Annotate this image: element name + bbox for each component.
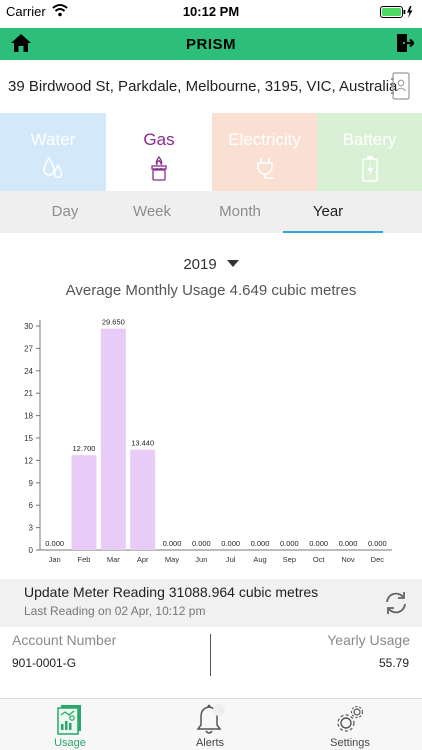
x-tick-label-nov: Nov: [341, 555, 355, 564]
tab-label: Alerts: [195, 737, 225, 749]
x-tick-label-may: May: [165, 555, 179, 564]
average-usage: Average Monthly Usage 4.649 cubic metres: [65, 282, 357, 299]
account-number: 901-0001-G: [12, 656, 77, 670]
utility-tab-battery[interactable]: Battery: [317, 113, 422, 191]
status-bar: Carrier 10:12 PM: [0, 0, 422, 24]
data-label-jul: 0.000: [221, 539, 240, 548]
home-icon[interactable]: [10, 33, 32, 58]
y-tick-label: 15: [24, 434, 33, 443]
x-tick-label-jul: Jul: [226, 555, 236, 564]
y-tick-label: 6: [29, 501, 34, 510]
tab-year[interactable]: Year: [273, 191, 383, 233]
x-tick-label-sep: Sep: [283, 555, 296, 564]
meter-reading-panel[interactable]: Update Meter Reading 31088.964 cubic met…: [0, 579, 422, 627]
data-label-jun: 0.000: [192, 539, 211, 548]
tab-alerts[interactable]: Alerts: [140, 699, 280, 750]
yearly-usage-label: Yearly Usage: [327, 632, 410, 648]
year-value: 2019: [183, 256, 217, 273]
y-tick-label: 0: [29, 546, 34, 555]
period-tabs: Day Week Month Year: [0, 191, 422, 233]
utility-tab-label: Water: [30, 130, 76, 149]
utility-tab-label: Battery: [342, 130, 397, 149]
x-tick-label-jun: Jun: [195, 555, 207, 564]
wifi-icon: [52, 3, 68, 20]
utility-tabs: Water Gas Electricity: [0, 113, 422, 191]
data-label-dec: 0.000: [368, 539, 387, 548]
y-tick-label: 27: [24, 344, 33, 353]
address-row[interactable]: 39 Birdwood St, Parkdale, Melbourne, 319…: [0, 60, 422, 112]
tab-month[interactable]: Month: [219, 203, 261, 220]
tab-day[interactable]: Day: [51, 203, 79, 220]
utility-tab-gas[interactable]: Gas: [106, 113, 212, 191]
property-address: 39 Birdwood St, Parkdale, Melbourne, 319…: [8, 78, 398, 95]
clock-time: 10:12 PM: [182, 4, 240, 19]
meter-reading-title: Update Meter Reading 31088.964 cubic met…: [24, 584, 319, 600]
logout-icon[interactable]: [396, 33, 416, 58]
x-tick-label-dec: Dec: [371, 555, 385, 564]
data-label-jan: 0.000: [45, 539, 64, 548]
carrier-label: Carrier: [6, 4, 46, 19]
data-label-may: 0.000: [163, 539, 182, 548]
divider: [210, 634, 211, 676]
account-info: Account Number 901-0001-G Yearly Usage 5…: [0, 628, 422, 696]
usage-bar-chart: 0 3 6 9 12 15 18 21 24 27 30 0.000 Jan 12.700 Feb 29.65…: [24, 318, 392, 564]
y-tick-label: 12: [24, 456, 33, 465]
x-tick-label-apr: Apr: [137, 555, 149, 564]
utility-tab-electricity[interactable]: Electricity: [212, 113, 317, 191]
data-label-sep: 0.000: [280, 539, 299, 548]
y-tick-label: 3: [29, 524, 34, 533]
app-title: PRISM: [185, 36, 236, 53]
x-tick-label-aug: Aug: [253, 555, 266, 564]
last-reading: Last Reading on 02 Apr, 10:12 pm: [24, 604, 206, 618]
utility-tab-water[interactable]: Water: [0, 113, 106, 191]
x-tick-label-jan: Jan: [49, 555, 61, 564]
battery-status-icon: [380, 5, 414, 22]
y-tick-label: 9: [29, 479, 34, 488]
gas-burner-icon: [106, 155, 212, 188]
yearly-usage-value: 55.79: [378, 656, 409, 670]
data-label-feb: 12.700: [73, 444, 96, 453]
year-dropdown[interactable]: 2019: [0, 256, 422, 273]
y-tick-label: 21: [24, 389, 33, 398]
bottom-tab-bar: Usage Alerts Settings: [0, 698, 422, 750]
x-tick-label-oct: Oct: [313, 555, 326, 564]
bar-mar: [100, 328, 126, 550]
x-tick-label-mar: Mar: [107, 555, 120, 564]
account-number-label: Account Number: [12, 632, 117, 648]
tab-week[interactable]: Week: [132, 203, 172, 220]
refresh-icon[interactable]: [382, 589, 410, 622]
plug-icon: [212, 155, 317, 186]
data-label-oct: 0.000: [309, 539, 328, 548]
utility-tab-label: Electricity: [228, 130, 301, 149]
data-label-apr: 13.440: [131, 439, 154, 448]
contact-book-icon[interactable]: [390, 72, 410, 105]
battery-icon: [317, 155, 422, 188]
y-tick-label: 30: [24, 322, 33, 331]
bell-icon: [140, 703, 280, 740]
bar-feb: [71, 455, 97, 550]
tab-settings[interactable]: Settings: [280, 699, 420, 750]
caret-down-icon: [226, 260, 239, 267]
x-tick-label-feb: Feb: [78, 555, 91, 564]
tab-label: Settings: [330, 737, 370, 749]
y-tick-label: 18: [24, 412, 33, 421]
tab-usage[interactable]: Usage: [0, 699, 140, 750]
app-header: PRISM: [0, 28, 422, 60]
water-drops-icon: [0, 155, 106, 186]
y-tick-label: 24: [24, 367, 33, 376]
bar-apr: [130, 449, 156, 550]
tab-label: Usage: [54, 737, 86, 749]
data-label-nov: 0.000: [339, 539, 358, 548]
usage-report-icon: [0, 703, 140, 740]
data-label-aug: 0.000: [251, 539, 270, 548]
utility-tab-label: Gas: [143, 130, 175, 149]
gears-icon: [280, 703, 420, 740]
data-label-mar: 29.650: [102, 318, 125, 327]
